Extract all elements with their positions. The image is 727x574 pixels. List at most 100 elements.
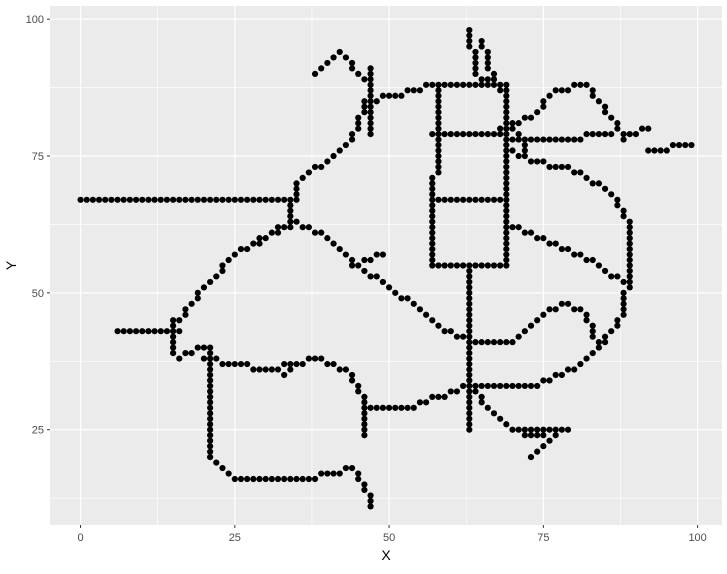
data-point: [170, 322, 177, 329]
data-point: [429, 207, 436, 214]
data-point: [564, 426, 572, 433]
data-point: [595, 339, 602, 346]
data-point: [355, 388, 362, 395]
data-point: [577, 169, 584, 176]
data-point: [262, 475, 269, 483]
data-point: [435, 87, 442, 94]
data-point: [367, 256, 374, 264]
data-point: [367, 125, 374, 132]
data-point: [305, 475, 312, 483]
data-point: [484, 404, 491, 411]
data-point: [163, 196, 171, 203]
data-point: [460, 382, 467, 390]
y-axis-ticks: 25 50 75 100: [26, 14, 50, 437]
data-point: [540, 235, 547, 242]
data-point: [515, 382, 522, 390]
data-point: [453, 388, 461, 395]
data-point: [466, 267, 473, 275]
data-point: [534, 235, 541, 242]
data-point: [466, 32, 473, 39]
data-point: [546, 136, 553, 143]
data-point: [348, 65, 356, 72]
data-point: [367, 70, 374, 77]
data-point: [484, 382, 491, 390]
data-point: [540, 432, 547, 439]
data-point: [287, 224, 294, 231]
x-tick-label: 75: [537, 532, 549, 544]
data-point: [324, 158, 331, 165]
data-point: [540, 98, 547, 105]
data-point: [361, 98, 368, 105]
data-point: [503, 81, 510, 88]
data-point: [324, 59, 331, 67]
data-point: [287, 218, 294, 225]
data-point: [256, 240, 263, 247]
data-point: [540, 103, 547, 110]
data-point: [571, 169, 578, 176]
data-point: [176, 328, 183, 335]
data-point: [484, 59, 491, 67]
data-point: [503, 92, 510, 99]
data-point: [466, 344, 473, 351]
data-point: [478, 196, 485, 203]
data-point: [435, 158, 442, 165]
data-point: [274, 229, 282, 236]
data-point: [490, 339, 498, 346]
data-point: [466, 339, 473, 346]
data-point: [132, 196, 140, 203]
data-point: [509, 147, 516, 154]
data-point: [564, 366, 572, 373]
data-point: [287, 360, 294, 368]
data-point: [466, 37, 473, 45]
data-point: [540, 426, 547, 433]
x-tick-label: 50: [383, 532, 395, 544]
data-point: [151, 328, 158, 335]
data-point: [268, 229, 275, 236]
data-point: [244, 245, 251, 253]
data-point: [515, 136, 522, 143]
data-point: [626, 267, 633, 275]
data-point: [484, 339, 491, 346]
data-point: [466, 333, 473, 340]
data-point: [589, 322, 596, 329]
data-point: [342, 464, 349, 472]
data-point: [571, 251, 578, 258]
data-point: [170, 333, 177, 340]
data-point: [361, 399, 368, 406]
data-point: [170, 196, 177, 203]
data-point: [207, 443, 214, 450]
data-point: [207, 196, 214, 203]
data-point: [287, 196, 294, 203]
data-point: [287, 475, 294, 483]
data-point: [478, 131, 485, 138]
data-point: [256, 235, 263, 242]
data-point: [157, 196, 164, 203]
data-point: [157, 328, 164, 335]
data-point: [348, 59, 356, 67]
data-point: [213, 273, 220, 280]
data-point: [509, 339, 516, 346]
data-point: [367, 65, 374, 72]
data-point: [293, 360, 300, 368]
data-point: [614, 120, 621, 127]
data-point: [466, 404, 473, 411]
data-point: [281, 371, 288, 379]
data-point: [385, 404, 393, 411]
data-point: [484, 81, 491, 88]
data-point: [207, 437, 214, 444]
data-point: [176, 317, 183, 324]
data-point: [367, 497, 374, 505]
data-point: [385, 92, 393, 99]
data-point: [262, 366, 269, 373]
data-point: [503, 256, 510, 264]
data-point: [207, 432, 214, 439]
y-tick-label: 100: [26, 14, 44, 26]
data-point: [367, 273, 374, 280]
data-point: [497, 125, 504, 132]
data-point: [558, 245, 565, 253]
data-point: [472, 262, 479, 269]
data-point: [367, 492, 374, 499]
data-point: [126, 328, 134, 335]
data-point: [497, 87, 504, 94]
data-point: [410, 404, 417, 411]
